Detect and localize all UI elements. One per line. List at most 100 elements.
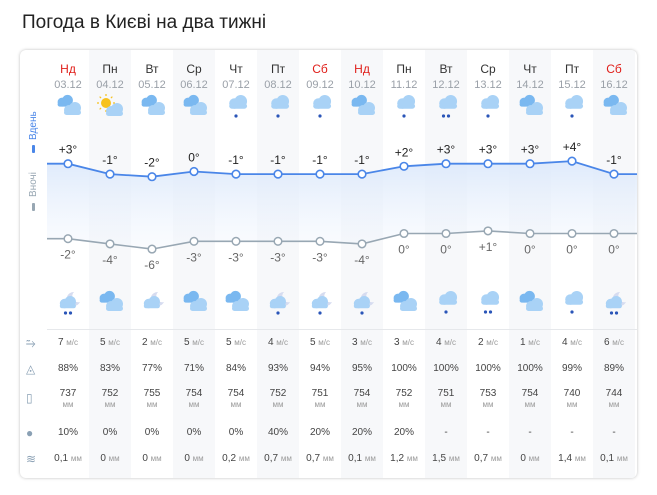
wind-value: 4 м/с (267, 337, 289, 348)
wind-value: 7 м/с (57, 337, 79, 348)
precipitation-value: 0 мм (184, 453, 204, 464)
day-temp-label: -1° (102, 153, 118, 167)
precip-probability-value: 20% (351, 427, 372, 438)
day-temp-label: +3° (479, 143, 498, 157)
night-temp-label: -3° (228, 250, 244, 264)
humidity-value: 100% (517, 363, 543, 374)
precip-probability-value: 40% (267, 427, 288, 438)
cloud-rain-icon (558, 290, 586, 316)
day-column[interactable]: Ср 06.12 5 м/с 71% 754 мм 0% 0 мм (173, 50, 215, 478)
pressure-value: 754 мм (353, 388, 371, 409)
day-column[interactable]: Нд 10.12 3 м/с 95% 754 мм 20% 0,1 мм (341, 50, 383, 478)
humidity-value: 89% (603, 363, 624, 374)
pressure-value: 754 мм (521, 388, 539, 409)
wind-value: 5 м/с (225, 337, 247, 348)
precip-probability-value: - (528, 427, 532, 438)
clouds-icon (390, 290, 418, 316)
night-temp-point (189, 236, 199, 246)
wind-value: 5 м/с (99, 337, 121, 348)
precip-probability-value: - (570, 427, 574, 438)
moon-cloud-snow-icon (264, 290, 292, 316)
day-column[interactable]: Чт 07.12 5 м/с 84% 754 мм 0% 0,2 мм (215, 50, 257, 478)
precipitation-value: 0 мм (142, 453, 162, 464)
weekday: Пн (396, 62, 412, 76)
night-temp-label: -2° (60, 248, 76, 262)
night-temperature-line (47, 230, 637, 250)
humidity-value: 83% (99, 363, 120, 374)
night-temp-label: -3° (312, 250, 328, 264)
wind-value: 4 м/с (435, 337, 457, 348)
pressure-value: 754 мм (185, 388, 203, 409)
humidity-value: 100% (433, 363, 459, 374)
date: 05.12 (138, 79, 166, 91)
date: 14.12 (516, 79, 544, 91)
day-column[interactable]: Пн 04.12 5 м/с 83% 752 мм 0% 0 мм (89, 50, 131, 478)
day-column[interactable]: Сб 16.12 6 м/с 89% 744 мм - 0,1 мм (593, 50, 635, 478)
precipitation-value: 1,5 мм (432, 453, 460, 464)
day-temp-label: +3° (521, 143, 540, 157)
wind-value: 5 м/с (309, 337, 331, 348)
weekday: Сб (606, 62, 622, 76)
pressure-value: 737 мм (59, 388, 77, 409)
day-column[interactable]: Чт 14.12 1 м/с 100% 754 мм - 0 мм (509, 50, 551, 478)
date: 09.12 (306, 79, 334, 91)
humidity-value: 93% (267, 363, 288, 374)
day-temp-point (567, 156, 577, 166)
night-temp-label: -3° (186, 250, 202, 264)
day-column[interactable]: Пт 15.12 4 м/с 99% 740 мм - 1,4 мм (551, 50, 593, 478)
day-temp-label: -1° (270, 153, 286, 167)
day-column[interactable]: Ср 13.12 2 м/с 100% 753 мм - 0,7 мм (467, 50, 509, 478)
weekday: Сб (312, 62, 328, 76)
day-temp-label: -1° (228, 153, 244, 167)
pressure-value: 751 мм (437, 388, 455, 409)
precipitation-value: 0,2 мм (222, 453, 250, 464)
precip-probability-value: 0% (144, 427, 160, 438)
pressure-value: 752 мм (395, 388, 413, 409)
weekday: Вт (145, 62, 159, 76)
precipitation-value: 0,7 мм (306, 453, 334, 464)
day-column[interactable]: Пт 08.12 4 м/с 93% 752 мм 40% 0,7 мм (257, 50, 299, 478)
date: 08.12 (264, 79, 292, 91)
clouds-icon (96, 290, 124, 316)
divider (47, 329, 637, 330)
precip-probability-value: - (486, 427, 490, 438)
date: 10.12 (348, 79, 376, 91)
precipitation-value: 0,7 мм (474, 453, 502, 464)
pressure-value: 754 мм (227, 388, 245, 409)
night-temp-point (567, 228, 577, 239)
sun-cloud-icon (96, 94, 124, 120)
day-temp-point (231, 169, 241, 179)
day-temp-point (399, 161, 409, 171)
wind-value: 2 м/с (141, 337, 163, 348)
humidity-value: 84% (225, 363, 246, 374)
day-column[interactable]: Вт 12.12 4 м/с 100% 751 мм - 1,5 мм (425, 50, 467, 478)
precip-probability-value: 0% (186, 427, 202, 438)
day-column[interactable]: Нд 03.12 7 м/с 88% 737 мм 10% 0,1 мм (47, 50, 89, 478)
humidity-icon: ◬ (26, 362, 36, 376)
pressure-value: 752 мм (269, 388, 287, 409)
precip-probability-value: - (612, 427, 616, 438)
day-column[interactable]: Сб 09.12 5 м/с 94% 751 мм 20% 0,7 мм (299, 50, 341, 478)
night-temp-label: -4° (102, 253, 118, 267)
weekday: Нд (60, 62, 76, 76)
weekday: Вт (439, 62, 453, 76)
weekday: Пт (564, 62, 580, 76)
pressure-value: 755 мм (143, 388, 161, 409)
day-column[interactable]: Вт 05.12 2 м/с 77% 755 мм 0% 0 мм (131, 50, 173, 478)
pressure-value: 753 мм (479, 388, 497, 409)
night-temp-point (483, 226, 493, 236)
day-temperature-line (47, 160, 637, 178)
wind-icon: ⥲ (26, 336, 36, 350)
date: 06.12 (180, 79, 208, 91)
day-column[interactable]: Пн 11.12 3 м/с 100% 752 мм 20% 1,2 мм (383, 50, 425, 478)
night-temp-point (399, 228, 409, 239)
cloud-rain-icon (390, 94, 418, 120)
date: 13.12 (474, 79, 502, 91)
precip-probability-value: 0% (228, 427, 244, 438)
wind-value: 5 м/с (183, 337, 205, 348)
precip-probability-icon: ● (26, 426, 34, 440)
pressure-icon: ▯ (26, 391, 33, 405)
precip-probability-value: 20% (393, 427, 414, 438)
wind-value: 6 м/с (603, 337, 625, 348)
day-temp-point (357, 169, 367, 179)
